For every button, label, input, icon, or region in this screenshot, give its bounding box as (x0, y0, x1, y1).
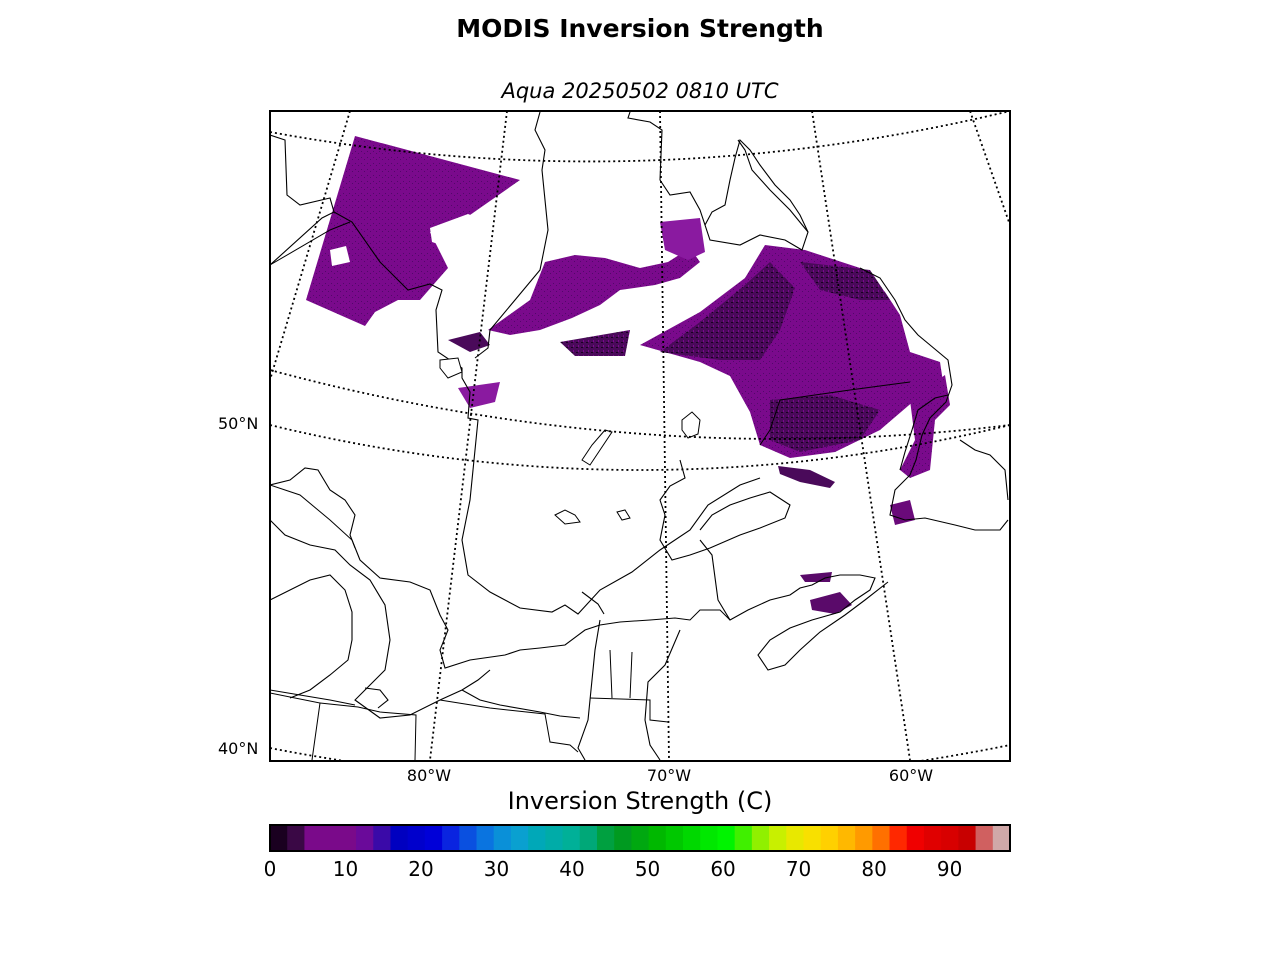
meridian-70w (659, 111, 670, 761)
meridian-80w (429, 111, 508, 761)
colorbar-tick-label: 90 (936, 857, 963, 881)
longitude-label-80w: 80°W (406, 766, 452, 785)
colorbar-segment (683, 825, 701, 851)
colorbar-tick-label: 80 (861, 857, 887, 881)
colorbar-segment (923, 825, 942, 851)
colorbar-segment (872, 825, 891, 851)
political-borders (270, 221, 911, 761)
data-swath-central-4 (560, 330, 630, 356)
colorbar-segment (270, 825, 288, 851)
colorbar-segment (476, 825, 495, 851)
meridian-65w (811, 111, 911, 761)
colorbar-segment (528, 825, 546, 851)
colorbar-segment (855, 825, 873, 851)
data-swath-labrador-dark-2 (770, 395, 880, 452)
colorbar-tick-label: 10 (332, 857, 359, 881)
colorbar-segment (442, 825, 460, 851)
latitude-label-40n: 40°N (218, 739, 259, 758)
colorbar-tick-label: 50 (634, 857, 661, 881)
graticule (270, 111, 1010, 761)
colorbar-segment (717, 825, 736, 851)
colorbar-segment (424, 825, 443, 851)
colorbar-tick-label: 30 (483, 857, 510, 881)
colorbar-segment (751, 825, 770, 851)
data-swath-central-2 (660, 218, 705, 260)
longitude-label-60w: 60°W (888, 766, 934, 785)
colorbar-segment (287, 825, 306, 851)
parallel-50n (270, 424, 1010, 471)
data-swath-anticosti (778, 466, 835, 488)
colorbar-segment (820, 825, 839, 851)
latitude-label-50n: 50°N (218, 414, 259, 433)
colorbar-segment (510, 825, 529, 851)
longitude-label-70w: 70°W (646, 766, 692, 785)
colorbar-segment (614, 825, 632, 851)
colorbar-segment (700, 825, 719, 851)
colorbar-segment (596, 825, 615, 851)
colorbar-segment (786, 825, 805, 851)
colorbar-tick-label: 70 (785, 857, 812, 881)
data-swath-central (488, 248, 700, 335)
colorbar-segment (769, 825, 787, 851)
data-swath-west (306, 136, 520, 326)
data-swath-bay-fragments (458, 382, 500, 408)
colorbar-segment (545, 825, 564, 851)
data-swath-nova-scotia (810, 592, 852, 614)
colorbar-segment (407, 825, 426, 851)
colorbar-tick-label: 20 (408, 857, 434, 881)
colorbar-segment (734, 825, 753, 851)
coastlines (270, 111, 1009, 761)
colorbar-segment (975, 825, 994, 851)
colorbar-tick-label: 40 (559, 857, 585, 881)
colorbar-segment (906, 825, 925, 851)
colorbar-tick-label: 60 (710, 857, 736, 881)
parallel-55n (270, 369, 1010, 440)
colorbar-segment (321, 825, 340, 851)
colorbar-segment (304, 825, 323, 851)
colorbar-segment (579, 825, 598, 851)
colorbar-segment (992, 825, 1011, 851)
colorbar-segment (889, 825, 908, 851)
meridian-60w (969, 111, 1010, 226)
inversion-data-layer (306, 136, 950, 614)
colorbar-segment (562, 825, 581, 851)
chart-subtitle: Aqua 20250502 0810 UTC (501, 79, 779, 103)
colorbar (270, 825, 1011, 851)
colorbar-segment (648, 825, 667, 851)
colorbar-segment (837, 825, 856, 851)
colorbar-segment (958, 825, 977, 851)
colorbar-segment (459, 825, 478, 851)
lakes (439, 357, 701, 525)
colorbar-segment (941, 825, 959, 851)
colorbar-tick-label: 0 (263, 857, 277, 881)
data-swath-west-patch (430, 214, 488, 248)
colorbar-segment (631, 825, 650, 851)
colorbar-segment (665, 825, 684, 851)
colorbar-segment (390, 825, 409, 851)
data-swath-pei (800, 572, 832, 582)
colorbar-segment (356, 825, 374, 851)
data-swath-west-patch-2 (330, 246, 350, 266)
data-swath-central-3 (448, 332, 490, 352)
map-frame (269, 110, 1011, 762)
colorbar-label: Inversion Strength (C) (507, 787, 773, 815)
data-swath-newfoundland (900, 375, 950, 478)
parallel-60n (270, 111, 1010, 163)
data-swath-newfoundland-2 (890, 500, 915, 525)
colorbar-segment (493, 825, 512, 851)
data-swath-labrador-dark (660, 262, 795, 360)
colorbar-frame (269, 824, 1011, 852)
colorbar-segment (373, 825, 392, 851)
chart-title: MODIS Inversion Strength (456, 14, 824, 43)
colorbar-segment (803, 825, 822, 851)
meridian-85w (270, 111, 351, 381)
colorbar-segment (338, 825, 357, 851)
